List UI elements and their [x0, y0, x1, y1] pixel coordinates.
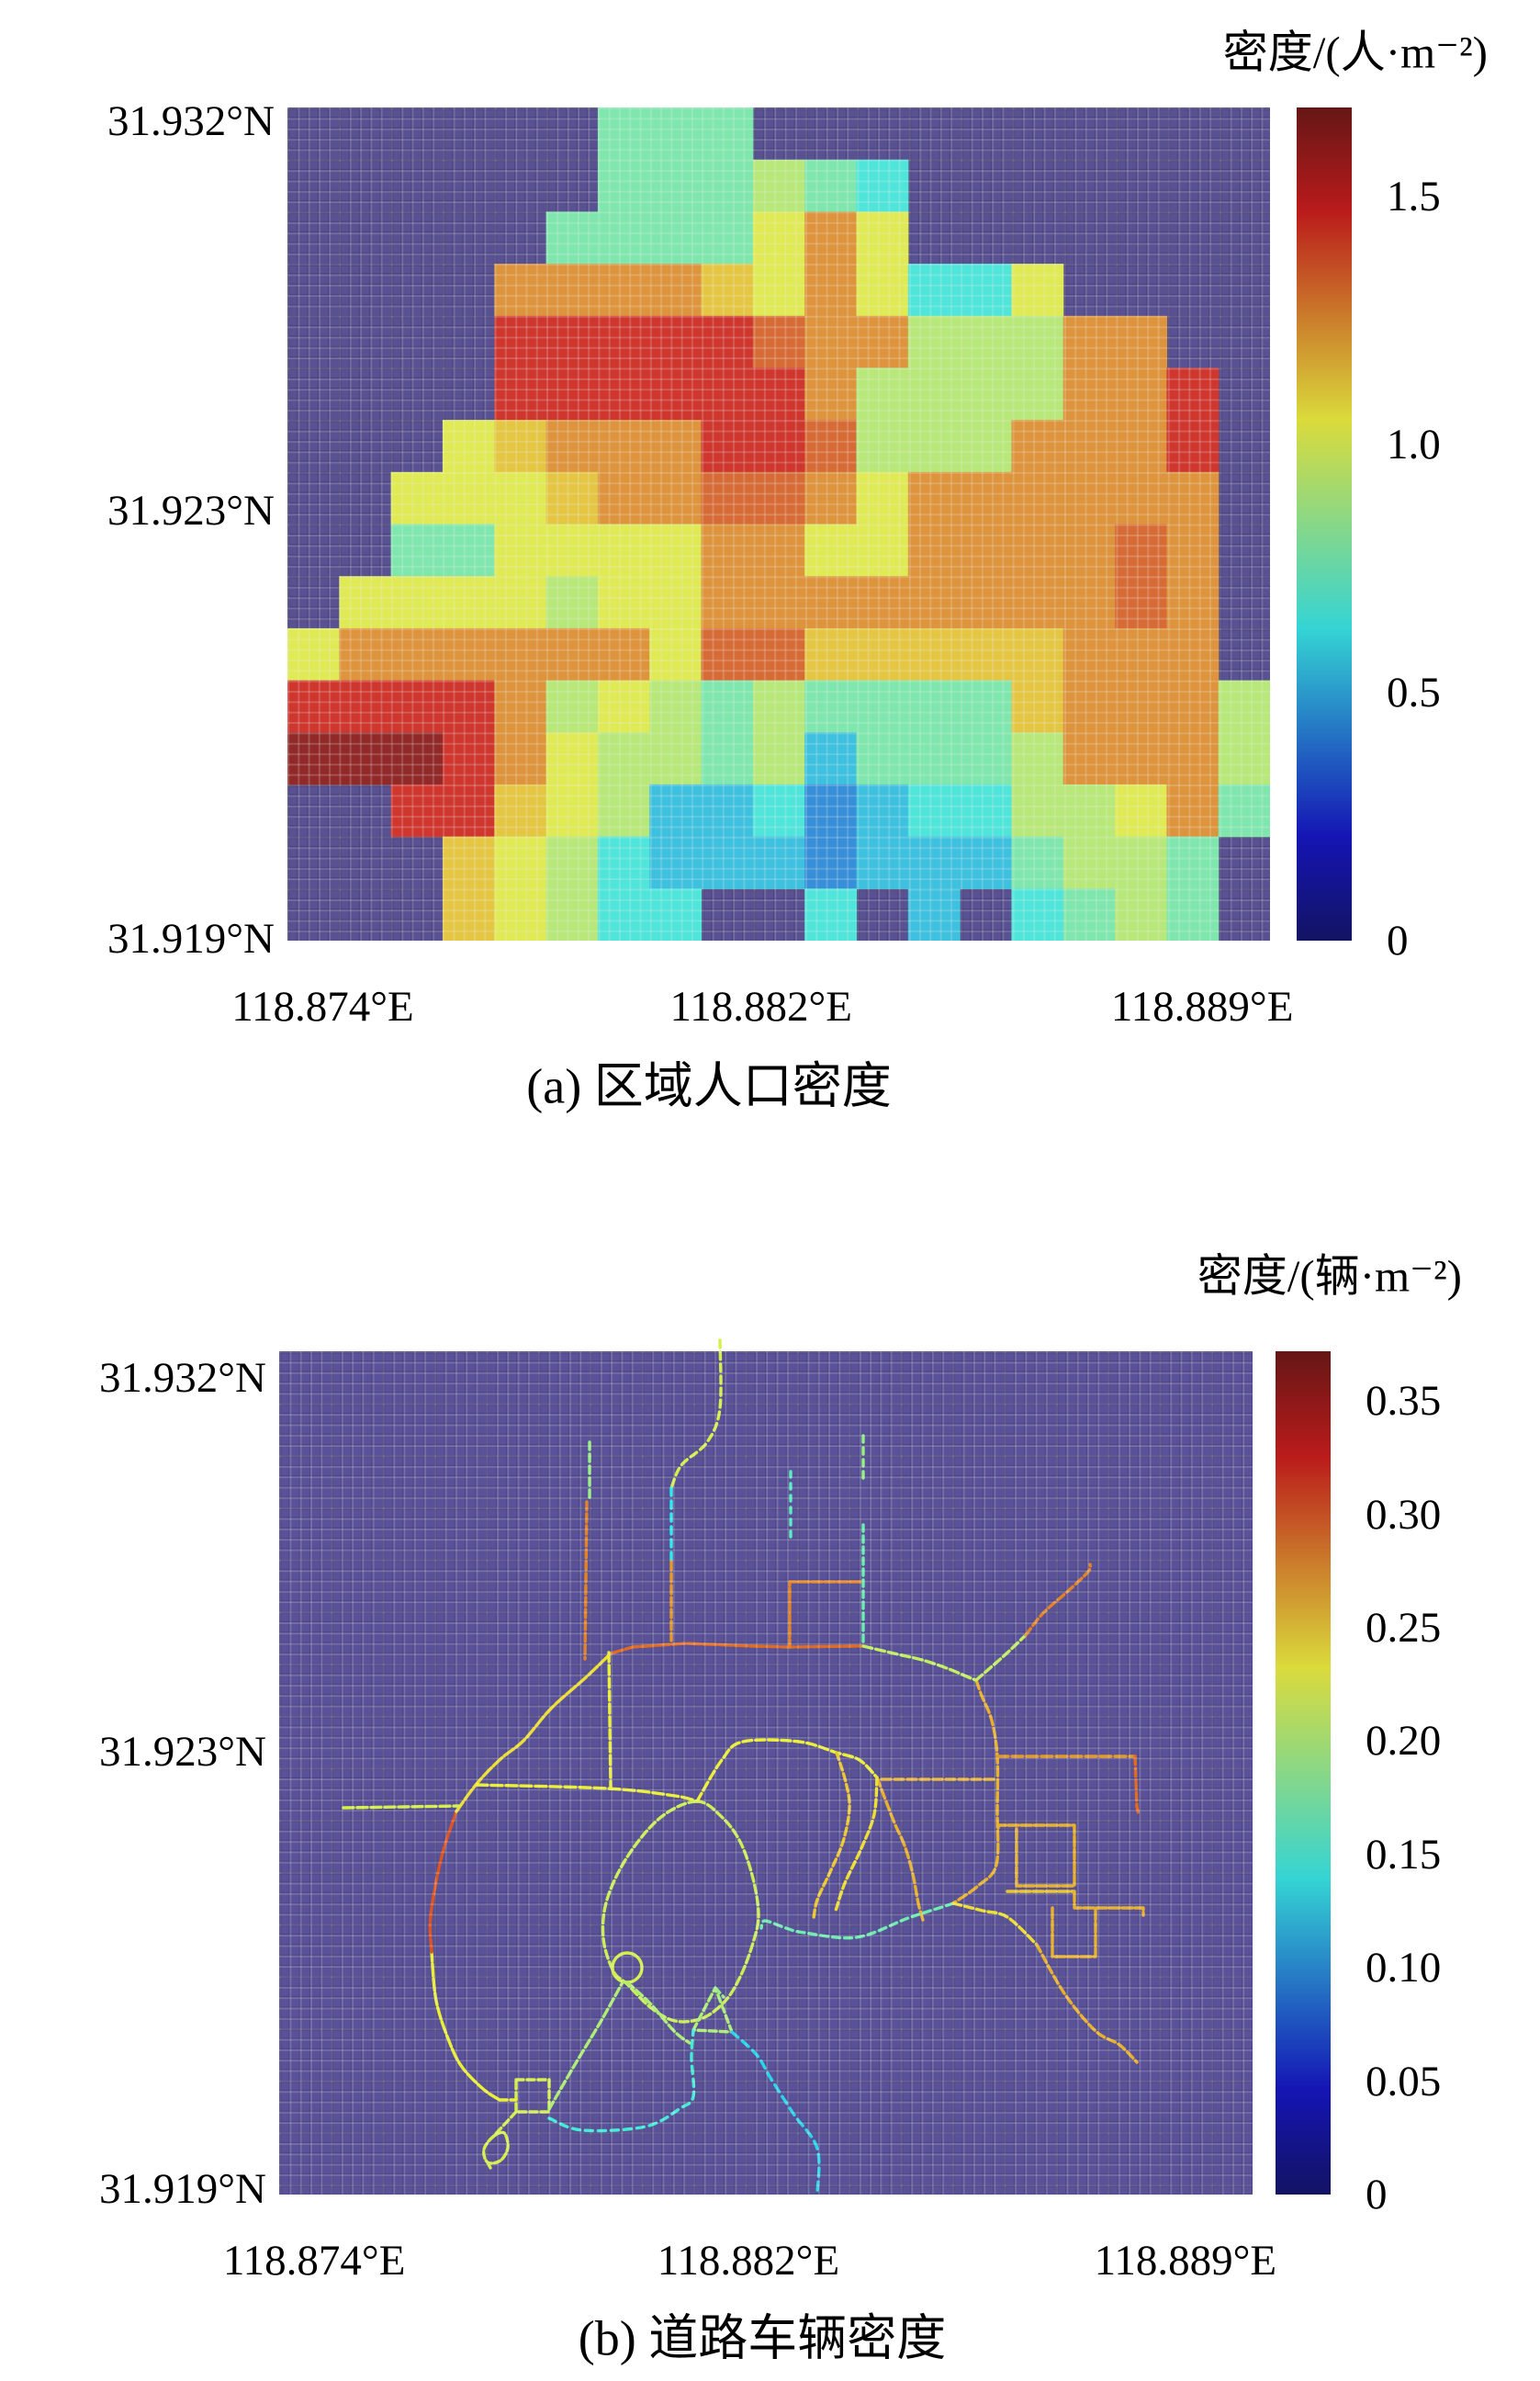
colorbar-tick-label-b-3: 0.20	[1366, 1717, 1442, 1766]
x-tick-label-b-2: 118.889°E	[1094, 2237, 1277, 2285]
colorbar-b	[1276, 1351, 1331, 2195]
y-tick-label-a-0: 31.932°N	[107, 97, 275, 146]
y-tick-label-a-1: 31.923°N	[107, 486, 275, 535]
y-tick-label-b-1: 31.923°N	[99, 1728, 266, 1777]
colorbar-tick-label-b-4: 0.15	[1366, 1830, 1442, 1879]
caption-a: (a) 区域人口密度	[526, 1058, 892, 1114]
y-tick-label-b-0: 31.932°N	[99, 1354, 266, 1403]
heatmap-population-density	[287, 107, 1270, 941]
x-tick-label-a-1: 118.882°E	[669, 983, 852, 1031]
colorbar-tick-label-b-6: 0.05	[1366, 2057, 1442, 2105]
colorbar-tick-label-a-2: 0.5	[1387, 669, 1441, 717]
x-tick-label-a-0: 118.874°E	[231, 983, 414, 1031]
colorbar-tick-label-a-1: 1.0	[1387, 421, 1441, 469]
x-tick-label-a-2: 118.889°E	[1110, 983, 1294, 1031]
colorbar-title-a: 密度/(人·m⁻²)	[1222, 27, 1488, 78]
mesh-grid-light	[279, 1351, 1253, 2195]
colorbar-tick-label-b-2: 0.25	[1366, 1604, 1442, 1653]
caption-b: (b) 道路车辆密度	[578, 2310, 947, 2366]
x-tick-label-b-1: 118.882°E	[657, 2237, 840, 2285]
colorbar-tick-label-a-3: 0	[1387, 917, 1409, 965]
mesh-grid-light	[287, 107, 1270, 941]
colorbar-a	[1297, 107, 1352, 941]
roadmap-vehicle-density	[279, 1338, 1253, 2195]
y-tick-label-b-2: 31.919°N	[99, 2164, 266, 2213]
colorbar-tick-label-a-0: 1.5	[1387, 173, 1441, 221]
colorbar-title-b: 密度/(辆·m⁻²)	[1197, 1250, 1462, 1302]
y-tick-label-a-2: 31.919°N	[107, 915, 275, 964]
colorbar-tick-label-b-0: 0.35	[1366, 1377, 1442, 1426]
colorbar-tick-label-b-7: 0	[1366, 2171, 1388, 2218]
colorbar-tick-label-b-5: 0.10	[1366, 1944, 1442, 1992]
x-tick-label-b-0: 118.874°E	[222, 2237, 406, 2285]
colorbar-tick-label-b-1: 0.30	[1366, 1490, 1442, 1539]
